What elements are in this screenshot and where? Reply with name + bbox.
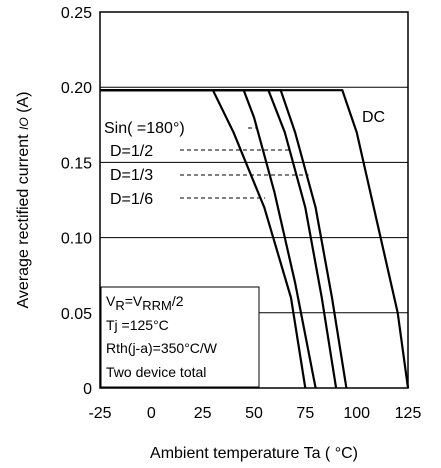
series-label-3: D=1/3 <box>110 167 153 184</box>
x-tick-label: 75 <box>296 405 314 422</box>
x-tick-label: 25 <box>194 405 212 422</box>
y-tick-label: 0.05 <box>61 306 92 323</box>
series-label-1: Sin( =180°) <box>104 120 185 137</box>
x-tick-label: 0 <box>147 405 156 422</box>
series-label-4: D=1/6 <box>110 191 153 208</box>
y-tick-label: 0.10 <box>61 231 92 248</box>
condition-line-4: Two device total <box>106 364 206 380</box>
y-axis-symbol: IO <box>17 117 31 130</box>
y-axis-label: Average rectified current IO (A) <box>15 92 32 309</box>
series-label-2: D=1/2 <box>110 143 153 160</box>
x-axis-title: Ambient temperature Ta ( °C) <box>150 445 358 462</box>
y-tick-label: 0.25 <box>61 5 92 22</box>
condition-line-3: Rth(j-a)=350°C/W <box>106 340 218 356</box>
y-tick-label: 0.20 <box>61 80 92 97</box>
x-tick-label: 100 <box>343 405 370 422</box>
y-axis-unit: (A) <box>15 92 32 113</box>
x-tick-label: 50 <box>245 405 263 422</box>
condition-line-2: Tj =125°C <box>106 317 169 333</box>
label-leaders <box>180 128 309 198</box>
y-axis-title: Average rectified current IO (A) <box>15 92 32 309</box>
x-tick-label: -25 <box>88 405 111 422</box>
x-tick-labels: -25 0 25 50 75 100 125 <box>88 405 421 422</box>
y-axis-label-text: Average rectified current <box>15 134 32 309</box>
series-label-5: DC <box>362 109 385 126</box>
y-tick-label: 0 <box>83 381 92 398</box>
y-tick-label: 0.15 <box>61 155 92 172</box>
x-tick-label: 125 <box>395 405 422 422</box>
y-tick-labels: 0 0.05 0.10 0.15 0.20 0.25 <box>61 5 92 398</box>
